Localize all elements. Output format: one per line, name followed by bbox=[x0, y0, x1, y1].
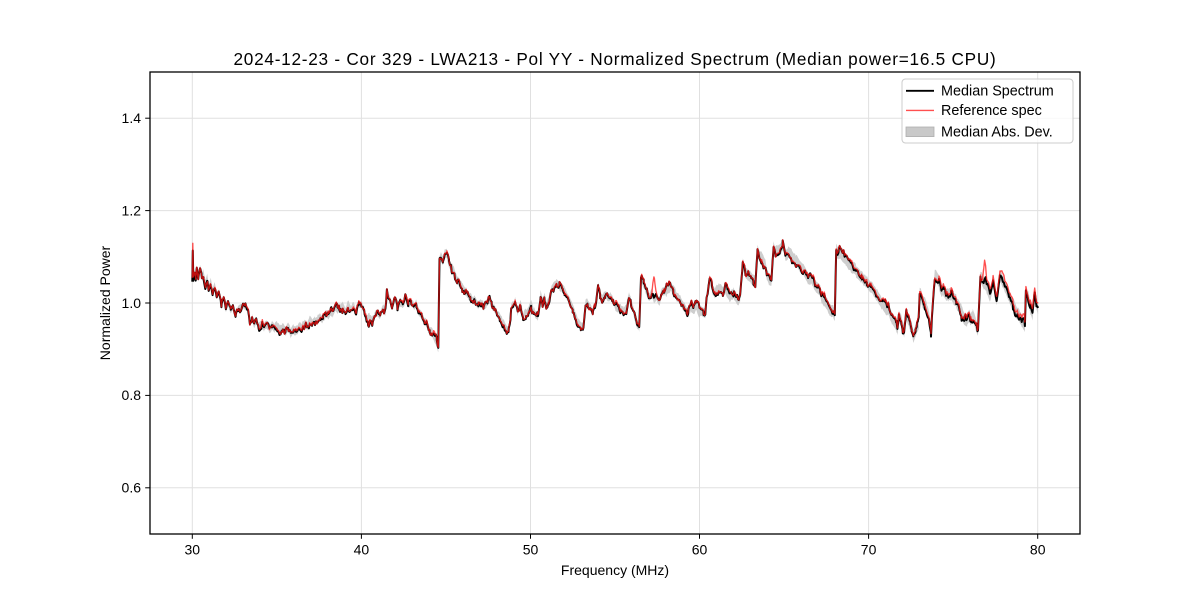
svg-text:30: 30 bbox=[185, 542, 201, 558]
svg-text:0.6: 0.6 bbox=[122, 480, 142, 496]
svg-text:0.8: 0.8 bbox=[122, 387, 142, 403]
svg-text:1.0: 1.0 bbox=[122, 295, 142, 311]
svg-text:Reference spec: Reference spec bbox=[941, 103, 1042, 119]
svg-text:50: 50 bbox=[523, 542, 539, 558]
svg-text:Median Spectrum: Median Spectrum bbox=[941, 84, 1054, 100]
svg-text:70: 70 bbox=[861, 542, 877, 558]
svg-text:80: 80 bbox=[1030, 542, 1046, 558]
svg-text:40: 40 bbox=[354, 542, 370, 558]
svg-text:2024-12-23 - Cor 329 - LWA213: 2024-12-23 - Cor 329 - LWA213 - Pol YY -… bbox=[233, 49, 996, 69]
svg-text:Normalized Power: Normalized Power bbox=[97, 245, 113, 360]
svg-text:60: 60 bbox=[692, 542, 708, 558]
svg-text:Frequency (MHz): Frequency (MHz) bbox=[561, 562, 669, 578]
svg-text:1.4: 1.4 bbox=[122, 110, 142, 126]
svg-text:Median Abs. Dev.: Median Abs. Dev. bbox=[941, 124, 1053, 140]
svg-text:1.2: 1.2 bbox=[122, 202, 142, 218]
